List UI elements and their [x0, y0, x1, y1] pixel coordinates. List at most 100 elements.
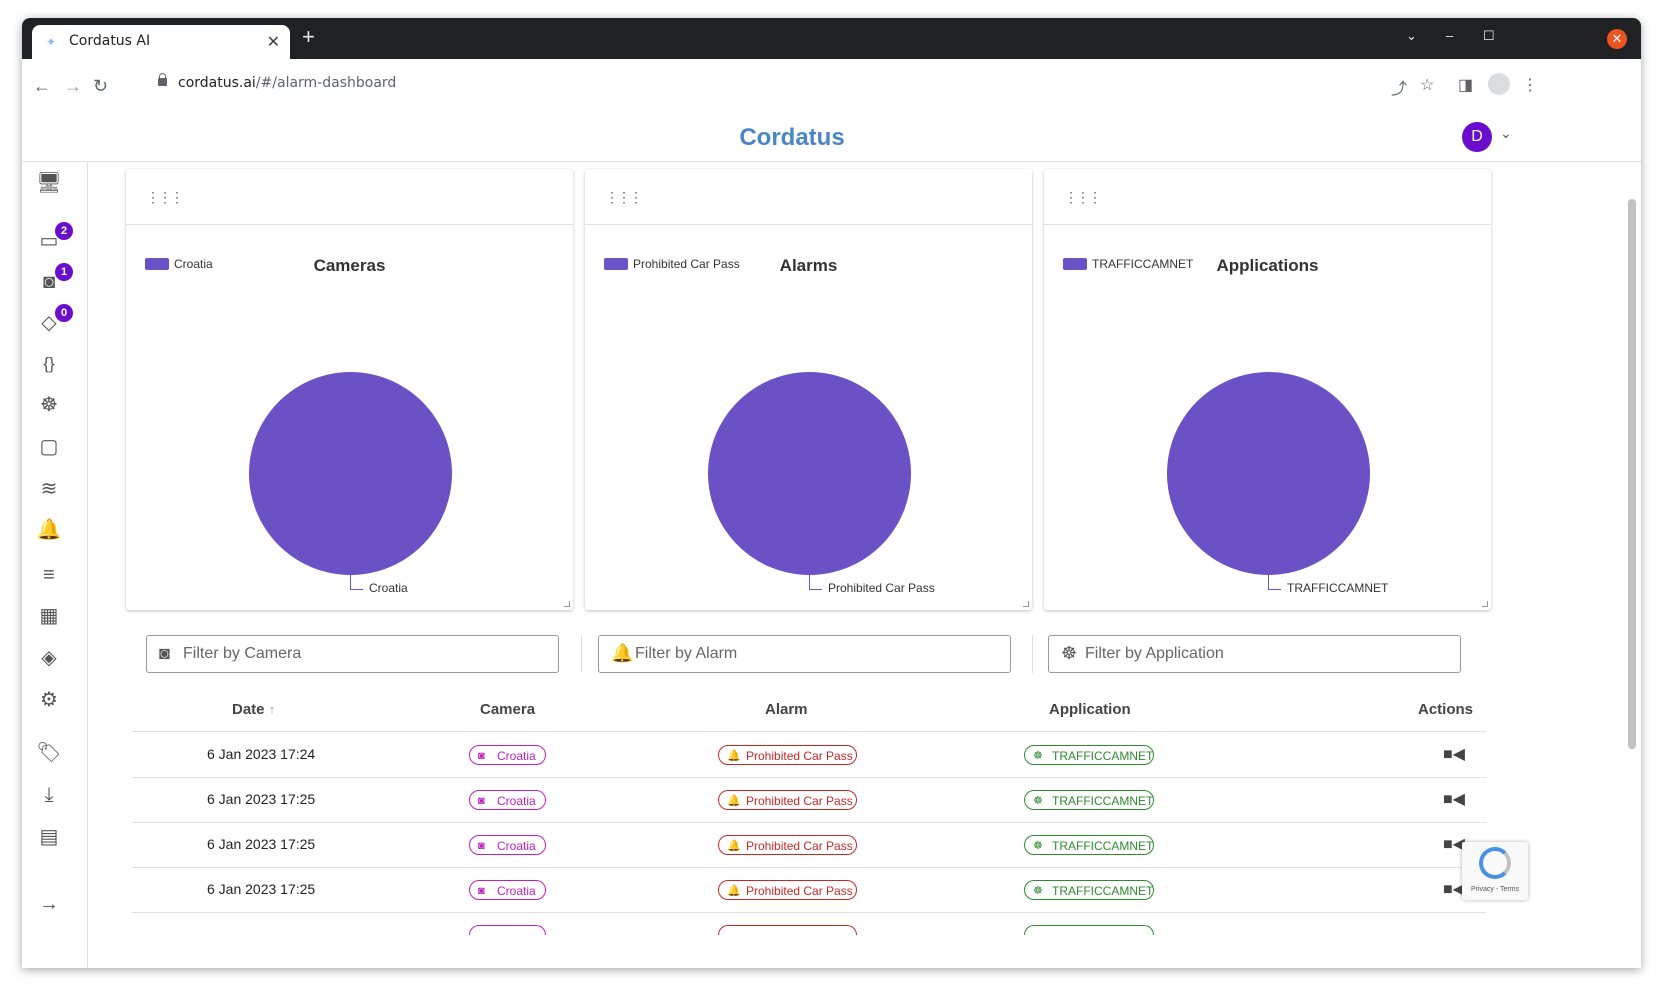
- alarm-chip[interactable]: 🔔 Prohibited Car Pass: [718, 745, 857, 765]
- code-braces-icon[interactable]: {}: [43, 354, 55, 373]
- app-header: Cordatus D ⌄: [22, 117, 1641, 162]
- drag-handle-icon[interactable]: ⋮⋮⋮: [146, 189, 184, 205]
- share-icon[interactable]: ⤴: [1391, 81, 1408, 98]
- expand-arrow-icon[interactable]: →: [39, 893, 59, 915]
- camera-chip[interactable]: ◙ Croatia: [469, 790, 546, 810]
- browser-window: ✦ Cordatus AI ✕ + ⌄ – ☐ ✕ ← → ↻ cordatus…: [22, 18, 1641, 968]
- forward-button[interactable]: →: [64, 76, 82, 96]
- tab-close-icon[interactable]: ✕: [266, 34, 280, 51]
- application-filter[interactable]: ☸: [1048, 635, 1461, 673]
- devices-icon[interactable]: ▭: [39, 230, 59, 252]
- pie-leader-line: [809, 575, 822, 590]
- minimize-button[interactable]: –: [1446, 28, 1454, 43]
- recaptcha-icon: [1479, 847, 1511, 879]
- resize-handle-icon[interactable]: [1482, 601, 1488, 607]
- application-chip[interactable]: ☸ TRAFFICCAMNET: [1024, 880, 1154, 900]
- side-panel-icon[interactable]: ◨: [1458, 77, 1474, 94]
- settings-window-icon[interactable]: ⚙: [40, 689, 58, 711]
- filter-divider: [581, 635, 582, 673]
- new-tab-button[interactable]: +: [302, 24, 315, 49]
- reload-button[interactable]: ↻: [93, 76, 109, 96]
- video-camera-icon[interactable]: ■◀: [1443, 881, 1465, 898]
- column-header-camera[interactable]: Camera: [480, 701, 536, 718]
- stack-icon[interactable]: ◈: [41, 647, 57, 669]
- application-chip[interactable]: ☸ TRAFFICCAMNET: [1024, 835, 1154, 855]
- layers-icon[interactable]: ◇: [41, 312, 57, 334]
- pie-slice-prohibited-car-pass[interactable]: [708, 372, 911, 575]
- alarm-chip[interactable]: 🔔 Prohibited Car Pass: [718, 880, 857, 900]
- back-button[interactable]: ←: [33, 76, 51, 96]
- scrollbar-thumb[interactable]: [1628, 199, 1636, 749]
- row-date: 6 Jan 2023 17:25: [207, 836, 316, 852]
- alarm-chip[interactable]: 🔔 Prohibited Car Pass: [718, 835, 857, 855]
- alarm-chip-partial[interactable]: [718, 925, 857, 935]
- pie-slice-croatia[interactable]: [249, 372, 452, 575]
- application-chip[interactable]: ☸ TRAFFICCAMNET: [1024, 745, 1154, 765]
- tab-search-icon[interactable]: ⌄: [1406, 28, 1417, 43]
- alarm-filter[interactable]: 🔔: [598, 635, 1011, 673]
- monitor-icon[interactable]: 🖥: [36, 172, 62, 194]
- brain-icon[interactable]: ☸: [40, 394, 58, 416]
- filter-divider: [1032, 635, 1033, 673]
- bookmark-star-icon[interactable]: ☆: [1420, 77, 1435, 94]
- alarm-chip[interactable]: 🔔 Prohibited Car Pass: [718, 790, 857, 810]
- camera-icon[interactable]: ◙: [42, 271, 56, 293]
- pie-slice-trafficcamnet[interactable]: [1167, 372, 1370, 575]
- camera-chip[interactable]: ◙ Croatia: [469, 835, 546, 855]
- dashboard-icon[interactable]: ▦: [39, 605, 59, 627]
- profile-icon[interactable]: [1488, 73, 1510, 95]
- url-text: cordatus.ai/#/alarm-dashboard: [178, 75, 397, 91]
- card-header: ⋮⋮⋮: [126, 169, 573, 225]
- window-icon[interactable]: ▢: [39, 436, 59, 458]
- recaptcha-terms[interactable]: Privacy - Terms: [1470, 886, 1520, 893]
- browser-tab[interactable]: ✦ Cordatus AI ✕: [32, 25, 290, 59]
- video-camera-icon[interactable]: ■◀: [1443, 836, 1465, 853]
- docker-icon[interactable]: ≋: [40, 478, 58, 500]
- row-divider: [132, 822, 1486, 823]
- application-chip[interactable]: ☸ TRAFFICCAMNET: [1024, 790, 1154, 810]
- devices-badge: 2: [55, 222, 73, 240]
- column-header-alarm[interactable]: Alarm: [765, 701, 808, 718]
- list-icon[interactable]: ≡: [43, 564, 55, 586]
- card-header: ⋮⋮⋮: [585, 169, 1032, 225]
- address-bar[interactable]: cordatus.ai/#/alarm-dashboard: [126, 69, 1536, 101]
- tag-icon[interactable]: 🏷: [36, 742, 62, 764]
- camera-chip[interactable]: ◙ Croatia: [469, 880, 546, 900]
- resize-handle-icon[interactable]: [1023, 601, 1029, 607]
- tab-title: Cordatus AI: [69, 33, 151, 49]
- browser-toolbar: ← → ↻ cordatus.ai/#/alarm-dashboard ⤴ ☆ …: [22, 59, 1641, 118]
- close-window-button[interactable]: ✕: [1607, 29, 1627, 49]
- application-chip-partial[interactable]: [1024, 925, 1154, 935]
- video-camera-icon[interactable]: ■◀: [1443, 746, 1465, 763]
- maximize-button[interactable]: ☐: [1483, 28, 1495, 43]
- drag-handle-icon[interactable]: ⋮⋮⋮: [1064, 189, 1102, 205]
- legend-label: TRAFFICCAMNET: [1092, 257, 1194, 271]
- column-header-date[interactable]: Date ↑: [232, 701, 276, 718]
- chevron-down-icon[interactable]: ⌄: [1500, 125, 1512, 141]
- camera-filter[interactable]: ◙: [146, 635, 559, 673]
- legend-swatch: [1063, 258, 1087, 270]
- camera-chip[interactable]: ◙ Croatia: [469, 745, 546, 765]
- video-camera-icon[interactable]: ■◀: [1443, 791, 1465, 808]
- resize-handle-icon[interactable]: [564, 601, 570, 607]
- recaptcha-badge[interactable]: Privacy - Terms: [1462, 842, 1528, 900]
- sort-arrow-icon[interactable]: ↑: [268, 702, 276, 717]
- camera-chip-partial[interactable]: [469, 925, 546, 935]
- column-header-application[interactable]: Application: [1049, 701, 1131, 718]
- alarm-bell-icon[interactable]: 🔔: [36, 519, 62, 541]
- legend-label: Prohibited Car Pass: [633, 257, 740, 271]
- user-avatar[interactable]: D: [1462, 122, 1492, 152]
- alarm-filter-input[interactable]: [635, 636, 995, 672]
- drag-handle-icon[interactable]: ⋮⋮⋮: [605, 189, 643, 205]
- pie-leader-line: [1268, 575, 1281, 590]
- camera-filter-input[interactable]: [183, 636, 543, 672]
- scrollbar[interactable]: [1626, 169, 1638, 959]
- legend-swatch: [604, 258, 628, 270]
- download-icon[interactable]: ⤓: [44, 784, 54, 806]
- row-date: 6 Jan 2023 17:25: [207, 881, 316, 897]
- menu-kebab-icon[interactable]: ⋮: [1522, 77, 1538, 94]
- brain-icon: ☸: [1061, 643, 1078, 663]
- document-icon[interactable]: ▤: [39, 826, 59, 848]
- cameras-badge: 1: [55, 263, 73, 281]
- application-filter-input[interactable]: [1085, 636, 1445, 672]
